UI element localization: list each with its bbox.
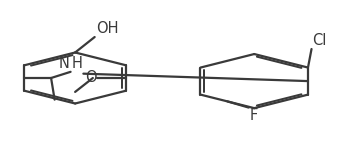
Text: OH: OH: [96, 21, 119, 36]
Text: Cl: Cl: [312, 33, 326, 48]
Text: O: O: [85, 70, 96, 85]
Text: N: N: [59, 56, 70, 71]
Text: F: F: [250, 108, 258, 123]
Text: H: H: [72, 56, 83, 71]
